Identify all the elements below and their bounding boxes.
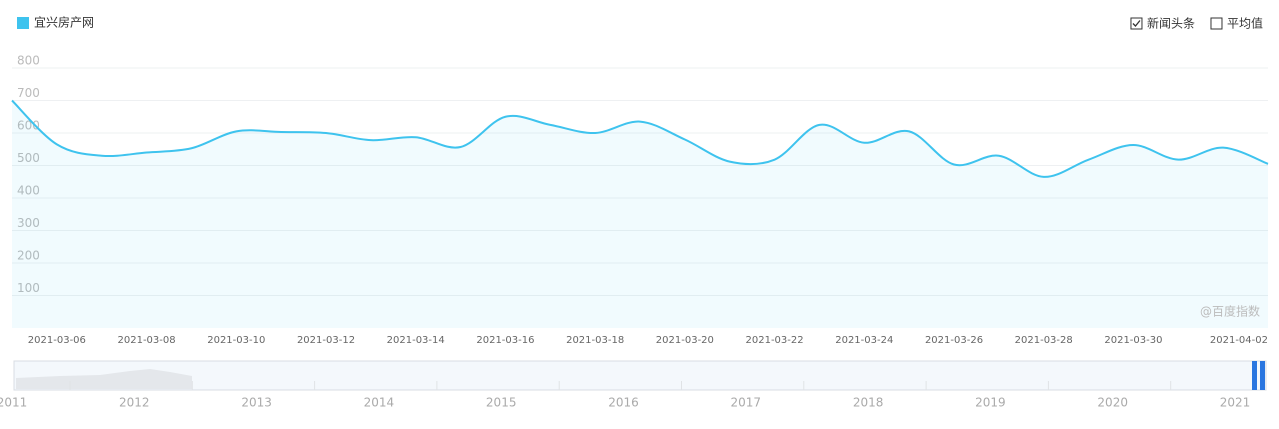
y-tick-label: 500: [17, 151, 40, 165]
y-tick-label: 700: [17, 86, 40, 100]
navigator-label: 2011: [0, 396, 27, 410]
navigator-handle[interactable]: [1260, 361, 1265, 390]
checkbox[interactable]: [1130, 17, 1143, 30]
x-tick-label: 2021-03-12: [297, 335, 355, 346]
line: [11, 99, 1269, 178]
navigator-label: 2020: [1097, 396, 1128, 410]
navigator-preview: [16, 369, 192, 389]
y-tick-label: 300: [17, 216, 40, 230]
navigator-handle[interactable]: [1252, 361, 1257, 390]
x-tick-label: 2021-03-24: [835, 335, 893, 346]
watermark: @百度指数: [1200, 304, 1260, 319]
checkbox[interactable]: [1210, 17, 1223, 30]
navigator-label: 2014: [364, 396, 395, 410]
navigator-label: 2018: [853, 396, 884, 410]
navigator-label: 2013: [241, 396, 272, 410]
toggle-label[interactable]: 平均值: [1227, 16, 1263, 31]
x-tick-label: 2021-03-10: [207, 335, 265, 346]
x-tick-label: 2021-03-30: [1104, 335, 1162, 346]
toggle-label[interactable]: 新闻头条: [1147, 16, 1195, 31]
legend-label: 宜兴房产网: [34, 15, 94, 30]
x-tick-label: 2021-03-22: [746, 335, 804, 346]
x-tick-label: 2021-03-20: [656, 335, 714, 346]
navigator-label: 2021: [1220, 396, 1251, 410]
x-tick-label: 2021-03-16: [476, 335, 534, 346]
x-tick-label: 2021-03-28: [1015, 335, 1073, 346]
x-tick-label: 2021-03-26: [925, 335, 983, 346]
x-tick-label: 2021-03-14: [387, 335, 445, 346]
y-tick-label: 600: [17, 119, 40, 133]
x-tick-label: 2021-03-06: [28, 335, 86, 346]
checkmark: [1132, 20, 1141, 27]
navigator-label: 2016: [608, 396, 639, 410]
navigator-label: 2017: [731, 396, 762, 410]
navigator-label: 2015: [486, 396, 517, 410]
x-tick-label: 2021-03-18: [566, 335, 624, 346]
y-tick-label: 400: [17, 184, 40, 198]
legend-swatch: [17, 17, 29, 29]
navigator-label: 2019: [975, 396, 1006, 410]
navigator-label: 2012: [119, 396, 150, 410]
y-tick-label: 800: [17, 54, 40, 68]
x-tick-label: 2021-04-02: [1210, 335, 1268, 346]
x-tick-label: 2021-03-08: [118, 335, 176, 346]
navigator[interactable]: [13, 360, 1267, 391]
area: [12, 100, 1268, 328]
y-tick-label: 100: [17, 281, 40, 295]
y-tick-label: 200: [17, 249, 40, 263]
